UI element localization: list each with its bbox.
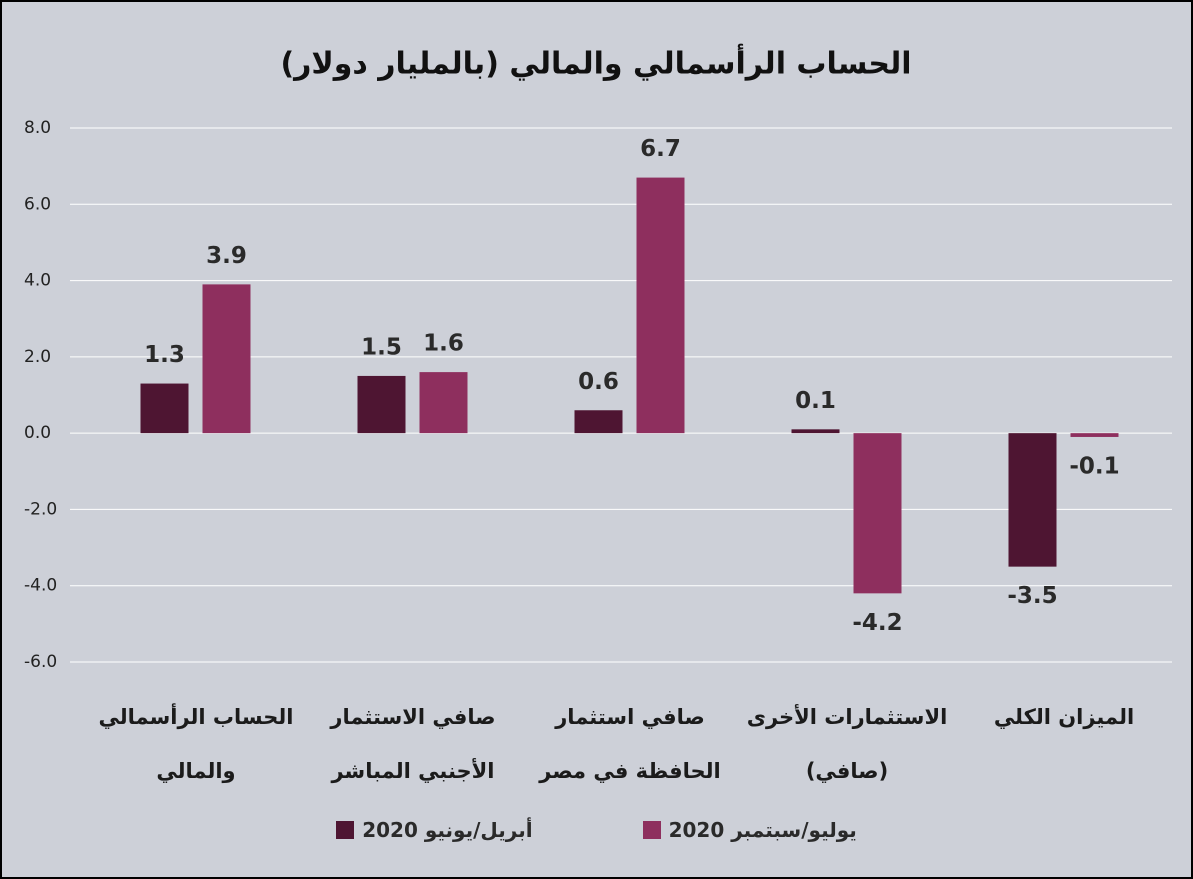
bar <box>357 375 406 434</box>
bar <box>140 383 189 434</box>
x-tick-label: صافي استثمار الحافظة في مصر <box>539 705 721 783</box>
legend-item: يوليو/سبتمبر 2020 <box>642 818 857 842</box>
data-label: 1.6 <box>423 331 464 357</box>
y-tick-label: 0.0 <box>24 423 51 443</box>
y-tick-label: 2.0 <box>24 347 51 367</box>
y-tick-label: 8.0 <box>24 118 51 138</box>
data-label: 1.3 <box>144 342 185 368</box>
data-label: 1.5 <box>361 334 402 360</box>
bar <box>791 429 840 434</box>
legend-swatch <box>642 821 661 839</box>
legend-item: أبريل/يونيو 2020 <box>336 818 533 842</box>
data-label: 6.7 <box>640 136 681 162</box>
bar <box>853 433 902 594</box>
chart-title: الحساب الرأسمالي والمالي (بالمليار دولار… <box>280 44 911 82</box>
y-tick-label: -4.0 <box>24 576 57 596</box>
bar <box>1008 433 1057 567</box>
data-label: 0.1 <box>795 388 836 414</box>
data-label: -0.1 <box>1069 453 1119 479</box>
data-label: 0.6 <box>578 369 619 395</box>
data-label: 3.9 <box>206 243 247 269</box>
bar <box>419 372 468 434</box>
x-tick-label: الاستثمارات الأخرى (صافي) <box>746 705 948 783</box>
data-label: -4.2 <box>852 610 902 636</box>
legend-swatch <box>336 821 355 839</box>
y-tick-label: 6.0 <box>24 194 51 214</box>
bar <box>636 177 685 434</box>
bar <box>574 410 623 434</box>
legend-label: أبريل/يونيو 2020 <box>362 818 533 842</box>
x-tick-label: صافي الاستثمار الأجنبي المباشر <box>330 705 496 783</box>
bar <box>202 284 251 434</box>
data-label: -3.5 <box>1007 583 1057 609</box>
y-tick-label: -6.0 <box>24 652 57 672</box>
x-tick-label: الميزان الكلي <box>993 705 1135 729</box>
y-tick-label: 4.0 <box>24 271 51 291</box>
legend: أبريل/يونيو 2020 يوليو/سبتمبر 2020 <box>0 818 1193 842</box>
legend-label: يوليو/سبتمبر 2020 <box>668 818 857 842</box>
bar <box>1070 433 1119 437</box>
x-tick-label: الحساب الرأسمالي والمالي <box>98 705 294 783</box>
y-tick-label: -2.0 <box>24 499 57 519</box>
